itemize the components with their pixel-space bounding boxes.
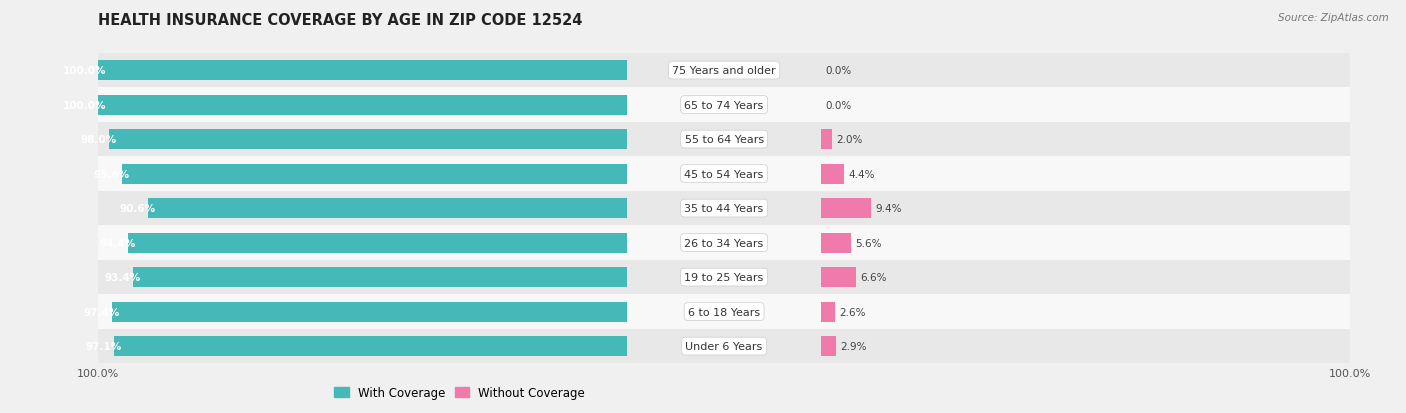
Text: HEALTH INSURANCE COVERAGE BY AGE IN ZIP CODE 12524: HEALTH INSURANCE COVERAGE BY AGE IN ZIP … [98,13,583,28]
Legend: With Coverage, Without Coverage: With Coverage, Without Coverage [329,382,591,404]
Text: 75 Years and older: 75 Years and older [672,66,776,76]
Bar [98,88,627,123]
Bar [821,123,1350,157]
Bar [98,329,627,363]
Text: Source: ZipAtlas.com: Source: ZipAtlas.com [1278,13,1389,24]
Text: 4.4%: 4.4% [849,169,875,179]
Text: 5.6%: 5.6% [855,238,882,248]
Bar [821,329,1350,363]
Bar [821,130,831,150]
Bar [627,329,821,363]
Bar [821,233,851,253]
Text: 45 to 54 Years: 45 to 54 Years [685,169,763,179]
Bar [821,191,1350,226]
Text: 55 to 64 Years: 55 to 64 Years [685,135,763,145]
Text: 90.6%: 90.6% [120,204,156,214]
Bar [627,88,821,123]
Bar [821,164,845,184]
Bar [128,233,627,253]
Text: 100.0%: 100.0% [63,100,107,110]
Bar [821,88,1350,123]
Bar [627,226,821,260]
Text: 0.0%: 0.0% [825,100,852,110]
Bar [627,54,821,88]
Bar [821,157,1350,191]
Bar [98,226,627,260]
Text: 0.0%: 0.0% [825,66,852,76]
Text: 94.4%: 94.4% [100,238,136,248]
Bar [821,294,1350,329]
Text: Under 6 Years: Under 6 Years [686,341,762,351]
Text: 95.6%: 95.6% [93,169,129,179]
Text: 9.4%: 9.4% [875,204,901,214]
Bar [98,294,627,329]
Bar [122,164,627,184]
Text: 6.6%: 6.6% [860,273,887,282]
Bar [627,260,821,294]
Bar [821,336,837,356]
Bar [98,157,627,191]
Bar [98,191,627,226]
Bar [98,54,627,88]
Bar [627,294,821,329]
Bar [821,302,835,322]
Text: 2.0%: 2.0% [837,135,862,145]
Text: 93.4%: 93.4% [105,273,141,282]
Text: 35 to 44 Years: 35 to 44 Years [685,204,763,214]
Text: 6 to 18 Years: 6 to 18 Years [688,307,761,317]
Bar [821,54,1350,88]
Text: 19 to 25 Years: 19 to 25 Years [685,273,763,282]
Bar [821,199,870,218]
Bar [114,336,627,356]
Bar [821,268,856,287]
Text: 97.1%: 97.1% [86,341,122,351]
Bar [821,260,1350,294]
Text: 26 to 34 Years: 26 to 34 Years [685,238,763,248]
Bar [98,260,627,294]
Bar [98,123,627,157]
Text: 98.0%: 98.0% [80,135,117,145]
Bar [627,191,821,226]
Text: 2.9%: 2.9% [841,341,868,351]
Text: 65 to 74 Years: 65 to 74 Years [685,100,763,110]
Bar [627,157,821,191]
Text: 100.0%: 100.0% [63,66,107,76]
Text: 97.4%: 97.4% [84,307,120,317]
Bar [821,226,1350,260]
Bar [134,268,627,287]
Bar [98,61,627,81]
Bar [110,130,627,150]
Bar [148,199,627,218]
Bar [98,95,627,115]
Text: 2.6%: 2.6% [839,307,866,317]
Bar [627,123,821,157]
Bar [112,302,627,322]
